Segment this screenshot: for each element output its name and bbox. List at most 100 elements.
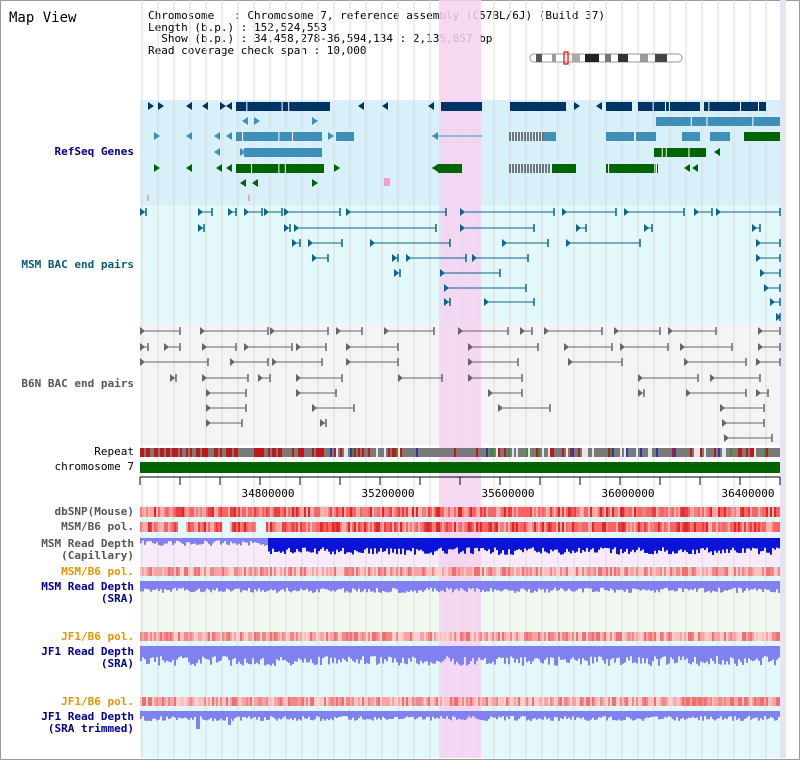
repeat-mark [494,448,496,457]
msm-pol-cell [268,522,270,532]
jf1-depth-sra-bar [278,646,280,661]
jf1-pol-cell [594,632,596,641]
jf1-pol2-cell [300,697,302,706]
jf1-pol-cell [644,632,646,641]
jf1-depth-sra-bar [378,646,380,664]
repeat-mark [162,448,164,457]
msm-depth-cap-bar [768,538,770,553]
msm-pol2-cell [242,567,244,576]
jf1-pol2-cell [442,697,444,706]
dbsnp-cell [658,507,660,517]
msm-pol2-cell [158,567,160,576]
repeat-mark [610,448,612,457]
jf1-pol-cell [562,632,564,641]
jf1-pol-cell [174,632,176,641]
repeat-mark [318,448,320,457]
jf1-pol2-cell [328,697,330,706]
jf1-depth-sra-bar [140,646,142,662]
msm-bac-pair-end [644,224,649,232]
msm-depth-cap-bar [176,538,178,541]
b6n-bac-pairs[interactable] [140,327,781,442]
jf1-pol-cell [468,632,470,641]
jf1-depth-trim-bar [422,711,424,720]
b6n-bac-pair-end [488,389,493,397]
jf1-depth-trim-bar [478,711,480,720]
jf1-pol-cell [598,632,600,641]
chromosome-bar[interactable] [140,462,780,473]
msm-depth-cap-bar [432,538,434,555]
repeat-mark [628,448,630,457]
msm-depth-sra-bar [566,581,568,591]
dbsnp-cell [424,507,426,517]
msm-pol-cell [422,522,424,532]
dbsnp-cell [178,507,180,517]
chromosome-ideogram[interactable] [529,51,683,65]
jf1-pol-cell [278,632,280,641]
jf1-depth-trim-bar [474,711,476,718]
msm-pol-cell [344,522,346,532]
msm-depth-cap-bar [216,538,218,541]
jf1-pol-cell [466,632,468,641]
msm-depth-sra-bar [592,581,594,593]
msm-depth-sra-bar [540,581,542,590]
jf1-pol2-cell [632,697,634,706]
msm-depth-sra-bar [752,581,754,590]
jf1-pol-cell [530,632,532,641]
repeat-mark [778,448,780,457]
msm-pol-cell [730,522,732,532]
msm-bac-pairs[interactable] [140,208,781,321]
jf1-pol-cell [582,632,584,641]
jf1-depth-trim-bar [180,711,182,719]
jf1-depth-sra-bar [644,646,646,664]
repeat-mark [430,448,432,457]
jf1-pol-cell [642,632,644,641]
jf1-pol-cell [398,632,400,641]
repeat-mark [630,448,632,457]
msm-pol-cell [418,522,420,532]
refseq-genes[interactable] [147,102,780,201]
msm-pol2-cell [592,567,594,576]
jf1-depth-trim-bar [442,711,444,719]
dbsnp-cell [652,507,654,517]
heat-strips[interactable] [140,507,780,706]
msm-depth-cap-bar [226,538,228,545]
jf1-depth-sra-bar [480,646,482,660]
msm-pol-cell [552,522,554,532]
repeat-mark [426,448,428,457]
msm-pol-cell [536,522,538,532]
dbsnp-cell [636,507,638,517]
repeat-mark [234,448,236,457]
msm-pol-cell [438,522,440,532]
jf1-pol2-cell [404,697,406,706]
jf1-pol2-cell [622,697,624,706]
highlight-region[interactable] [439,0,481,758]
msm-depth-sra-bar [240,581,242,593]
jf1-depth-sra-bar [312,646,314,664]
jf1-depth-trim-bar [350,711,352,720]
jf1-pol-cell [448,632,450,641]
msm-pol-cell [644,522,646,532]
jf1-pol-cell [242,632,244,641]
jf1-pol2-cell [616,697,618,706]
msm-depth-sra-bar [624,581,626,592]
jf1-pol-cell [662,632,664,641]
jf1-depth-sra-bar [466,646,468,666]
msm-pol2-cell [446,567,448,576]
jf1-pol-cell [314,632,316,641]
jf1-pol2-cell [626,697,628,706]
repeat-track[interactable] [140,448,780,457]
repeat-mark [600,448,602,457]
msm-depth-cap-bar [524,538,526,549]
msm-depth-sra-bar [774,581,776,593]
depth-tracks[interactable] [140,538,780,729]
dbsnp-cell [504,507,506,517]
jf1-pol2-cell [304,697,306,706]
jf1-depth-trim-bar [268,711,270,720]
msm-pol-cell [494,522,496,532]
jf1-depth-trim-bar [204,711,206,721]
msm-pol2-cell [350,567,352,576]
b6n-bac-pair-end [620,343,625,351]
jf1-pol-cell [586,632,588,641]
jf1-depth-sra-bar [182,646,184,659]
